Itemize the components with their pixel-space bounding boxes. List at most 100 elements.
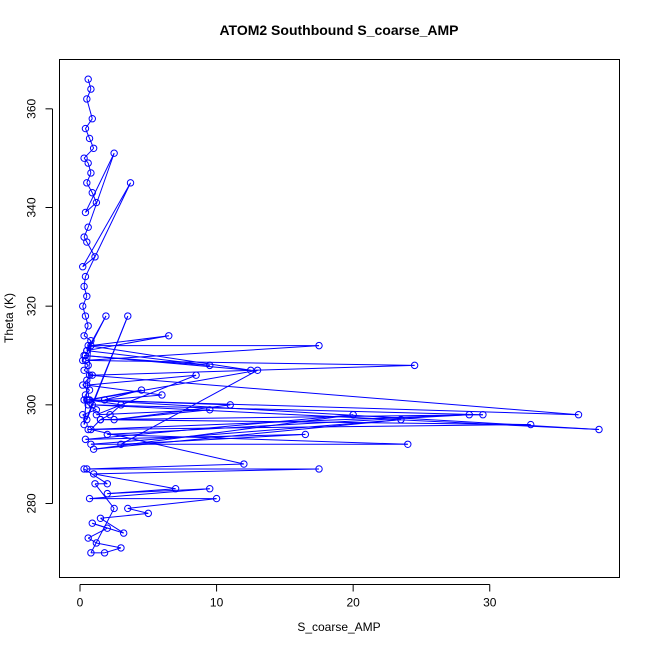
data-point (465, 411, 473, 419)
data-point (92, 406, 101, 414)
series-segment (86, 384, 163, 396)
series-segment (87, 79, 92, 90)
data-point (83, 179, 91, 187)
series-segment (107, 414, 470, 435)
series-segment (86, 241, 96, 258)
series-segment (85, 153, 115, 213)
y-tick-label: 300 (25, 395, 39, 415)
series-points (79, 75, 603, 557)
series-segment (96, 374, 197, 416)
x-tick-label: 30 (483, 596, 497, 610)
series-segment (114, 409, 210, 421)
series-segment (83, 335, 92, 342)
series-segment (85, 359, 415, 366)
data-point (206, 361, 214, 370)
data-point (110, 415, 118, 424)
data-point (89, 144, 98, 153)
data-point (117, 544, 125, 552)
data-point (315, 465, 323, 473)
series-segment (82, 182, 131, 267)
data-point (92, 539, 101, 547)
data-point (84, 396, 92, 404)
series-segment (83, 325, 89, 336)
data-point (81, 124, 90, 133)
series-segment (88, 389, 142, 401)
series-segment (89, 364, 415, 376)
series-segment (89, 138, 95, 149)
series-segment (85, 433, 306, 440)
series-segment (85, 345, 320, 361)
data-point (87, 425, 95, 434)
series-segment (86, 88, 92, 100)
series-segment (88, 414, 470, 430)
data-point (103, 430, 112, 439)
x-tick-label: 10 (210, 596, 224, 610)
y-tick-label: 320 (25, 296, 39, 316)
series-lines (82, 79, 600, 554)
series-segment (82, 256, 96, 268)
data-point (103, 489, 112, 498)
series-segment (89, 374, 579, 416)
data-point (165, 332, 173, 340)
series-segment (85, 118, 93, 129)
series-segment (86, 172, 92, 184)
data-point (88, 371, 96, 379)
plot-area (59, 59, 620, 578)
data-point (79, 411, 87, 419)
series-segment (83, 227, 89, 238)
series-segment (83, 286, 88, 297)
series-segment (84, 355, 251, 371)
series-segment (96, 542, 122, 549)
series-segment (83, 276, 86, 287)
series-segment (85, 202, 97, 213)
data-point (83, 381, 91, 389)
data-point (206, 406, 214, 414)
data-point (89, 445, 98, 453)
data-point (80, 366, 88, 374)
data-point (106, 411, 114, 419)
data-point (85, 371, 94, 379)
data-point (84, 534, 92, 542)
data-point (87, 169, 95, 177)
data-point (158, 391, 166, 399)
data-point (81, 272, 90, 281)
series-segment (87, 537, 97, 544)
data-point (212, 494, 221, 503)
y-tick-label: 360 (25, 99, 39, 119)
series-segment (85, 414, 354, 440)
data-point (92, 411, 101, 419)
data-point (124, 504, 132, 513)
series-segment (120, 369, 258, 445)
series-segment (93, 473, 176, 490)
series-segment (92, 404, 600, 430)
series-segment (86, 350, 210, 366)
data-point (171, 485, 180, 493)
data-point (349, 411, 357, 419)
data-point (479, 411, 487, 419)
series-segment (86, 463, 244, 470)
data-point (117, 440, 125, 448)
data-point (81, 356, 90, 365)
y-tick-label: 280 (25, 493, 39, 513)
series-segment (120, 433, 306, 445)
series-segment (89, 399, 231, 406)
data-point (79, 302, 87, 310)
data-point (103, 480, 112, 488)
x-axis: 0 10 20 30 (77, 584, 497, 610)
data-point (80, 351, 88, 360)
series-segment (100, 414, 483, 421)
data-point (226, 401, 234, 409)
data-point (240, 460, 248, 468)
data-point (81, 312, 90, 320)
data-point (96, 415, 105, 424)
series-segment (92, 404, 483, 416)
data-point (84, 75, 92, 83)
data-point (84, 223, 92, 231)
series-segment (100, 414, 111, 421)
series-segment (93, 468, 320, 475)
series-segment (84, 315, 89, 327)
series-segment (87, 162, 92, 174)
series-segment (87, 153, 115, 228)
data-point (126, 179, 135, 187)
